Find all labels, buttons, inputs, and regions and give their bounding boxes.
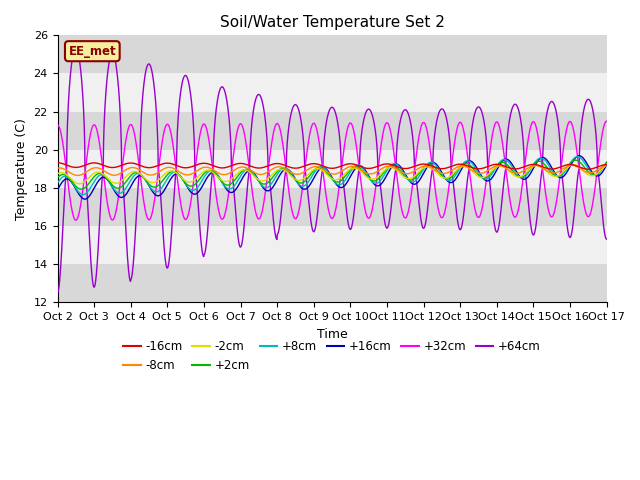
Text: EE_met: EE_met [68,45,116,58]
Bar [58,188,607,226]
Bar [58,264,607,302]
Bar [58,112,607,150]
X-axis label: Time: Time [317,328,348,341]
Legend: -16cm, -8cm, -2cm, +2cm, +8cm, +16cm, +32cm, +64cm: -16cm, -8cm, -2cm, +2cm, +8cm, +16cm, +3… [118,336,545,377]
Y-axis label: Temperature (C): Temperature (C) [15,118,28,220]
Title: Soil/Water Temperature Set 2: Soil/Water Temperature Set 2 [220,15,445,30]
Bar [58,36,607,73]
